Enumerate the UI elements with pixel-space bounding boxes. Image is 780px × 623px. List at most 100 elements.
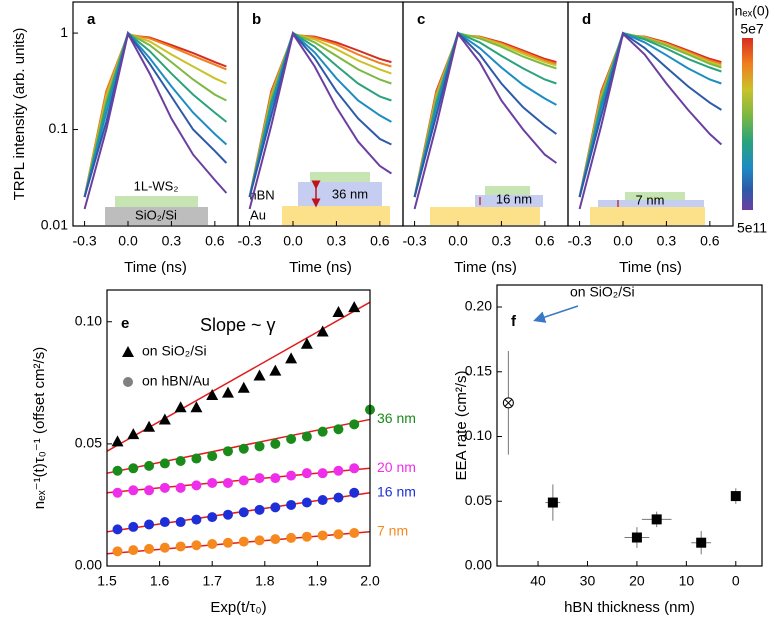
- point: [317, 468, 328, 479]
- series-label: 16 nm: [377, 483, 416, 499]
- point: [127, 428, 140, 440]
- point: [222, 446, 233, 457]
- point: [286, 433, 297, 444]
- y-axis-label: nₑₓ⁻¹(t)τ₀⁻¹ (offset cm²/s): [31, 347, 48, 509]
- x-axis-label: Time (ns): [124, 259, 187, 276]
- inset-b: hBN 36 nm Au: [249, 172, 390, 225]
- point: [191, 453, 202, 464]
- curve: [248, 31, 392, 198]
- x-axis-label: Time (ns): [619, 259, 682, 276]
- x-tick-label: 0.3: [327, 233, 347, 249]
- point: [317, 530, 328, 541]
- panel: -0.3 0.0 0.3 0.6 b Time (ns): [237, 1, 404, 276]
- point: [144, 485, 155, 496]
- point: [191, 540, 202, 551]
- point: [238, 536, 249, 547]
- y-tick-label: 0.05: [75, 435, 102, 451]
- point: [301, 431, 312, 442]
- point: [112, 487, 123, 498]
- point: [333, 424, 344, 435]
- point: [159, 517, 170, 528]
- point: [317, 426, 328, 437]
- colorbar-bottom: 5e11: [737, 220, 767, 236]
- x-tick-label: -0.3: [403, 233, 427, 249]
- inset-label: 1L-WS₂: [134, 178, 179, 193]
- y-tick-label: 0.10: [465, 427, 492, 443]
- point: [286, 499, 297, 510]
- panel: -0.3 0.0 0.3 0.6 0.01 0.1 1 a Time (ns) TRPL inte…: [11, 1, 239, 276]
- inset-label: SiO₂/Si: [135, 207, 177, 222]
- panel-letter: e: [121, 315, 129, 332]
- annotation: on SiO₂/Si: [570, 284, 635, 300]
- point: [696, 537, 707, 548]
- point: [128, 463, 139, 474]
- point: [332, 305, 345, 317]
- point: [191, 514, 202, 525]
- inset-label: 16 nm: [496, 191, 532, 206]
- point: [333, 529, 344, 540]
- inset-d: 7 nm: [590, 192, 705, 225]
- colorbar-title: nₑₓ(0): [735, 3, 770, 19]
- x-axis-label: Exp(t/τ₀): [210, 599, 266, 616]
- x-tick-label: 2.0: [360, 573, 380, 589]
- point: [190, 401, 203, 413]
- point: [301, 531, 312, 542]
- point: [286, 532, 297, 543]
- point: [222, 537, 233, 548]
- point: [254, 504, 265, 515]
- inset-label: 7 nm: [636, 192, 665, 207]
- legend-label: on SiO₂/Si: [142, 343, 207, 359]
- point: [207, 539, 218, 550]
- plot-frame: [567, 1, 734, 227]
- point: [175, 482, 186, 493]
- point: [112, 524, 123, 535]
- curve: [248, 31, 392, 198]
- point: [175, 541, 186, 552]
- legend-label: on hBN/Au: [142, 373, 210, 389]
- curve: [413, 31, 557, 198]
- point: [237, 381, 250, 393]
- point: [270, 473, 281, 484]
- point: [175, 455, 186, 466]
- series-label: 36 nm: [377, 410, 416, 426]
- point: [349, 419, 360, 430]
- inset-c: 16 nm: [430, 186, 543, 225]
- y-tick-label: 0.01: [41, 217, 68, 233]
- point: [316, 325, 329, 337]
- plot-frame: [106, 289, 371, 567]
- y-tick-label: 1: [60, 24, 68, 40]
- legend-marker: [123, 377, 133, 387]
- x-tick-label: 30: [580, 573, 596, 589]
- y-tick-label: 0.20: [465, 298, 492, 314]
- x-tick-label: 0.0: [118, 233, 138, 249]
- curve: [248, 31, 392, 198]
- x-tick-label: -0.3: [568, 233, 592, 249]
- curve: [578, 31, 722, 198]
- point: [238, 443, 249, 454]
- point: [631, 532, 642, 543]
- point: [238, 475, 249, 486]
- point: [144, 460, 155, 471]
- inset-label: Au: [250, 207, 266, 222]
- point: [238, 507, 249, 518]
- point: [333, 492, 344, 503]
- x-tick-label: 40: [530, 573, 546, 589]
- panel: -0.3 0.0 0.3 0.6 c Time (ns): [402, 1, 569, 276]
- curve: [413, 31, 557, 198]
- point: [159, 458, 170, 469]
- plot-frame: [496, 284, 763, 567]
- point: [269, 364, 282, 376]
- point: [254, 441, 265, 452]
- annotation: Slope ~ γ: [200, 315, 276, 335]
- colorbar-top: 5e7: [740, 21, 764, 37]
- point: [333, 465, 344, 476]
- y-tick-label: 0.15: [465, 362, 492, 378]
- x-tick-label: 0.0: [283, 233, 303, 249]
- x-tick-label: 1.8: [255, 573, 275, 589]
- point: [651, 514, 662, 525]
- panel-letter: f: [511, 313, 517, 330]
- x-tick-label: 0.3: [162, 233, 182, 249]
- point: [317, 495, 328, 506]
- curve: [83, 31, 227, 198]
- panel: -0.3 0.0 0.3 0.6 d Time (ns): [567, 1, 734, 276]
